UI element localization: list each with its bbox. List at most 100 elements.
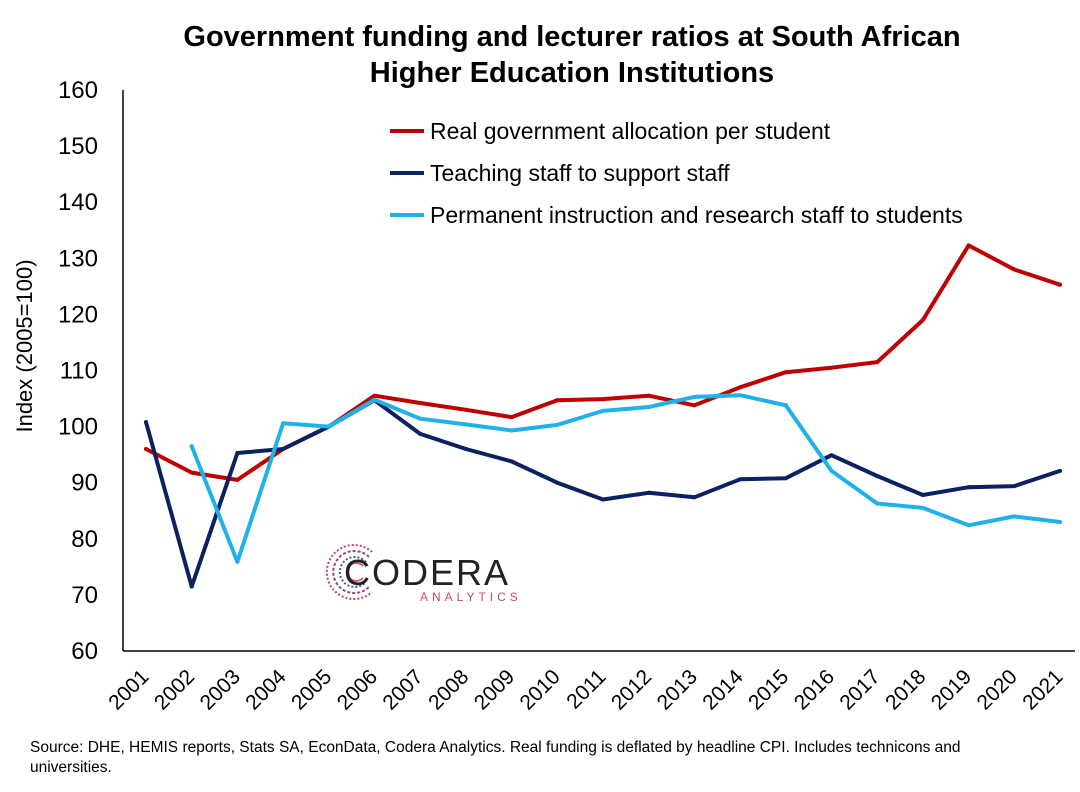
data-point-permanent [646, 405, 651, 409]
data-point-allocation [555, 398, 560, 403]
data-point-allocation [692, 403, 697, 408]
y-tick-label: 140 [58, 189, 98, 216]
data-point-permanent [1058, 520, 1062, 524]
data-point-permanent [829, 468, 834, 473]
data-point-teaching [555, 480, 560, 485]
y-tick-label: 160 [58, 77, 98, 104]
x-tick-label: 2003 [196, 665, 245, 714]
x-tick-label: 2018 [881, 665, 930, 714]
x-tick-label: 2019 [927, 665, 976, 714]
data-point-teaching [1012, 484, 1017, 489]
data-point-permanent [326, 424, 331, 429]
y-tick-label: 90 [71, 470, 98, 497]
data-point-allocation [601, 397, 605, 402]
y-axis-label: Index (2005=100) [12, 259, 37, 432]
data-point-allocation [1058, 282, 1062, 287]
data-point-permanent [783, 403, 788, 408]
data-point-allocation [372, 393, 377, 398]
y-tick-label: 70 [71, 582, 98, 609]
data-point-allocation [829, 365, 834, 370]
y-axis: 60 70 80 90 100 110 120 130 140 150 160 [58, 77, 98, 665]
x-tick-label: 2008 [424, 665, 473, 714]
x-tick-label: 2021 [1018, 665, 1067, 714]
data-point-teaching [1058, 468, 1062, 473]
data-point-allocation [966, 243, 971, 248]
data-point-permanent [418, 416, 423, 421]
data-point-allocation [920, 318, 925, 322]
data-point-teaching [646, 490, 651, 495]
data-point-teaching [966, 485, 971, 490]
x-tick-label: 2013 [653, 665, 702, 714]
data-point-permanent [738, 393, 743, 398]
logo-subtitle: ANALYTICS [420, 590, 522, 604]
x-tick-label: 2012 [607, 665, 656, 714]
x-tick-label: 2009 [470, 665, 519, 714]
legend: Real government allocation per student T… [390, 118, 963, 228]
legend-label-teaching: Teaching staff to support staff [430, 160, 730, 186]
y-tick-label: 120 [58, 301, 98, 328]
data-point-permanent [601, 408, 605, 413]
data-point-teaching [601, 497, 605, 502]
series-line-allocation [144, 243, 1062, 482]
data-point-teaching [692, 495, 697, 500]
x-tick-label: 2002 [150, 665, 199, 714]
data-point-permanent [463, 422, 468, 427]
data-point-allocation [189, 470, 194, 475]
data-point-permanent [875, 501, 880, 506]
x-tick-label: 2016 [790, 665, 839, 714]
data-point-permanent [692, 394, 697, 399]
series-lines [144, 243, 1062, 589]
data-point-teaching [235, 451, 240, 455]
source-note: Source: DHE, HEMIS reports, Stats SA, Ec… [30, 739, 961, 776]
data-point-permanent [235, 559, 240, 564]
data-point-teaching [281, 447, 286, 451]
data-point-permanent [281, 421, 286, 426]
data-point-permanent [509, 428, 514, 433]
x-axis: 2001200220032004200520062007200820092010… [104, 665, 1067, 715]
data-point-teaching [920, 493, 925, 497]
logo-wordmark: CODERA [344, 552, 510, 593]
y-tick-label: 60 [71, 638, 98, 665]
chart-title-line-1: Government funding and lecturer ratios a… [183, 21, 960, 53]
data-point-allocation [509, 415, 514, 420]
data-point-allocation [144, 447, 148, 451]
data-point-teaching [829, 453, 834, 458]
data-point-allocation [463, 407, 468, 412]
x-tick-label: 2015 [744, 665, 793, 714]
data-point-teaching [738, 477, 743, 482]
x-tick-label: 2020 [973, 665, 1022, 714]
data-point-teaching [463, 447, 468, 451]
data-point-permanent [966, 523, 971, 528]
data-point-allocation [875, 360, 880, 365]
x-tick-label: 2010 [516, 665, 565, 714]
data-point-permanent [1012, 514, 1017, 519]
data-point-allocation [646, 393, 651, 398]
legend-label-allocation: Real government allocation per student [430, 118, 831, 144]
chart-title-line-2: Higher Education Institutions [370, 57, 774, 89]
data-point-teaching [509, 459, 514, 464]
y-tick-label: 150 [58, 133, 98, 160]
data-point-allocation [235, 477, 240, 482]
x-tick-label: 2001 [104, 665, 153, 714]
x-tick-label: 2014 [698, 665, 748, 715]
y-tick-label: 110 [60, 358, 98, 385]
x-tick-label: 2007 [378, 665, 427, 714]
x-tick-label: 2017 [835, 665, 884, 714]
data-point-permanent [189, 444, 194, 449]
data-point-teaching [418, 431, 423, 436]
y-tick-label: 100 [58, 414, 98, 441]
data-point-teaching [783, 476, 788, 481]
codera-logo-mark [325, 544, 373, 600]
data-point-teaching [144, 420, 148, 425]
y-tick-label: 130 [58, 245, 98, 272]
data-point-allocation [783, 370, 788, 375]
x-tick-label: 2011 [562, 665, 610, 713]
legend-label-permanent: Permanent instruction and research staff… [430, 202, 963, 228]
series-line-permanent [189, 393, 1062, 564]
data-point-allocation [738, 385, 743, 390]
x-tick-label: 2005 [287, 665, 336, 714]
data-point-permanent [372, 397, 377, 402]
codera-logo: CODERA ANALYTICS [325, 544, 522, 604]
data-point-permanent [555, 422, 560, 427]
